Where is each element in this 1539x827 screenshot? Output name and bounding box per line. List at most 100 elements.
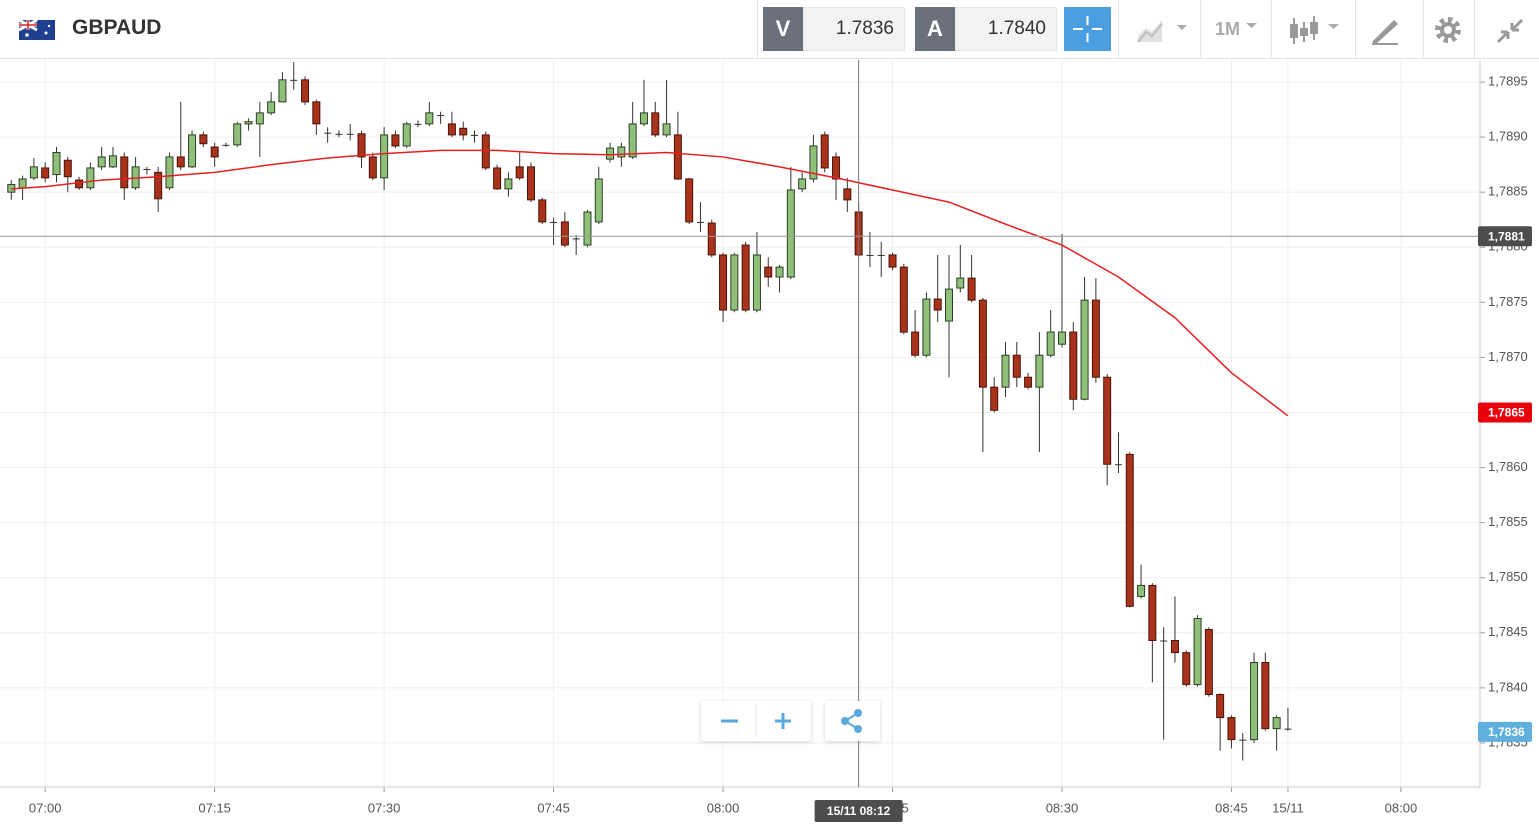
candle-body: [550, 221, 558, 223]
candle-body: [233, 123, 242, 146]
candle-body: [764, 266, 773, 278]
candle-body: [866, 254, 874, 256]
candle-body: [719, 254, 728, 311]
candle-body: [730, 254, 739, 311]
crosshair-icon: [1073, 16, 1102, 42]
candle-body: [933, 298, 942, 311]
candle-body: [165, 156, 174, 189]
candle-body: [188, 134, 197, 168]
candle-body: [346, 133, 354, 135]
separator: [1200, 0, 1201, 58]
separator: [1355, 0, 1356, 58]
candle-body: [278, 79, 287, 103]
candle-body: [877, 254, 885, 256]
x-tick-label: 07:30: [368, 800, 401, 815]
ask-price[interactable]: 1.7840: [955, 7, 1057, 51]
y-tick-label: 1,7870: [1488, 349, 1528, 364]
candle-body: [1284, 728, 1292, 730]
collapse-button[interactable]: [1494, 16, 1528, 46]
candle-body: [515, 166, 524, 179]
candle-body: [1024, 376, 1033, 388]
y-tick-label: 1,7895: [1488, 73, 1528, 88]
candle-body: [1182, 652, 1191, 686]
candle-body: [967, 277, 976, 301]
candle-body: [120, 156, 129, 189]
candle-body: [75, 179, 84, 189]
settings-button[interactable]: [1432, 14, 1464, 46]
price-label-box: [1478, 721, 1532, 742]
candle-body: [29, 166, 38, 179]
x-tick-label: 15/11: [1272, 800, 1304, 815]
x-tick-label: 08:00: [1385, 800, 1418, 815]
price-label: 1,7865: [1488, 406, 1525, 420]
bid-price[interactable]: 1.7836: [803, 7, 905, 51]
candle-body: [481, 134, 490, 169]
candle-body: [380, 134, 389, 179]
candle-body: [899, 266, 908, 333]
candle-body: [1272, 717, 1281, 730]
x-tick-label: 08:45: [1215, 800, 1248, 815]
crosshair-y-box: [1478, 226, 1532, 247]
symbol: GBPAUD: [72, 16, 162, 39]
candle-body: [222, 144, 230, 146]
candle-body: [832, 156, 841, 180]
candle-body: [1239, 739, 1247, 741]
candle-body: [956, 277, 965, 289]
drawing-button[interactable]: [1368, 14, 1404, 46]
candle-body: [696, 221, 704, 223]
candle-body: [628, 123, 637, 158]
zoom-icons: [721, 705, 791, 737]
candle-body: [775, 266, 784, 278]
candle-body: [210, 146, 219, 158]
zoom-in[interactable]: [775, 713, 791, 729]
timeframe[interactable]: 1M: [1215, 19, 1241, 39]
share-button[interactable]: [825, 701, 880, 741]
y-tick-label: 1,7885: [1488, 184, 1528, 199]
crosshair-button[interactable]: [1064, 7, 1111, 51]
separator: [1271, 0, 1272, 58]
candle-body: [888, 254, 897, 268]
candle-body: [707, 222, 716, 256]
candle-body: [1160, 640, 1168, 642]
toolbar: GBPAUD V 1.7836 A 1.7840 1M: [0, 0, 1539, 59]
separator: [757, 0, 758, 58]
candle-body: [945, 288, 954, 322]
candle-body: [244, 121, 253, 125]
candle-body: [18, 178, 27, 189]
candle-body: [414, 123, 422, 125]
zoom-controls: [701, 701, 811, 741]
y-tick-label: 1,7850: [1488, 569, 1528, 584]
candle-body: [368, 156, 377, 179]
candle-body: [1080, 299, 1089, 400]
candle-body: [1001, 354, 1010, 388]
candle-body: [978, 299, 987, 388]
candle-body: [617, 146, 626, 158]
candle-body: [459, 127, 468, 136]
candle-body: [673, 134, 682, 180]
candle-body: [357, 133, 366, 158]
ask-label[interactable]: A: [915, 7, 955, 51]
x-tick-label: 07:00: [29, 800, 62, 815]
candle-body: [1170, 639, 1179, 654]
price-label-box: [1478, 402, 1532, 423]
candle-body: [199, 134, 208, 145]
candle-body: [290, 79, 298, 81]
candle-body: [526, 166, 535, 201]
x-tick-label: 07:45: [537, 800, 570, 815]
candle-body: [1069, 331, 1078, 400]
candle-body: [97, 156, 106, 168]
candle-body: [108, 155, 117, 168]
bid-label[interactable]: V: [763, 7, 803, 51]
candle-body: [798, 178, 807, 190]
candle-type-button[interactable]: [1285, 12, 1345, 48]
y-tick-label: 1,7875: [1488, 294, 1528, 309]
candle-body: [63, 159, 72, 178]
candle-body: [335, 133, 343, 135]
separator: [1118, 0, 1119, 58]
candle-body: [1114, 464, 1122, 466]
candle-body: [639, 112, 648, 125]
candle-body: [651, 112, 660, 136]
candle-body: [809, 145, 818, 180]
candle-body: [312, 101, 321, 125]
chart-type-button[interactable]: [1130, 14, 1195, 46]
